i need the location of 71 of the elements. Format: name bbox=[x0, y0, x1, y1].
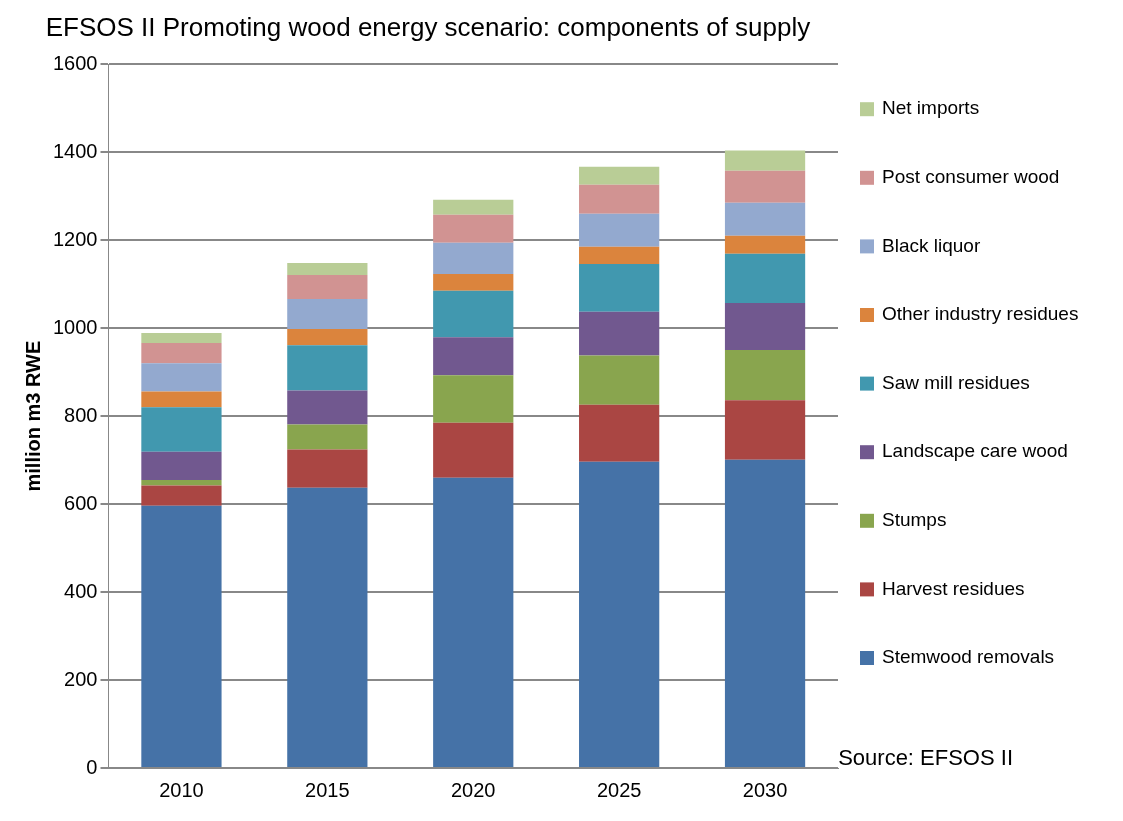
x-tick-label: 2030 bbox=[742, 778, 788, 801]
bar bbox=[433, 290, 514, 338]
bar bbox=[724, 400, 806, 460]
bar bbox=[433, 337, 514, 376]
bar bbox=[724, 459, 806, 767]
bar bbox=[287, 263, 368, 275]
y-tick-label: 800 bbox=[64, 403, 98, 426]
bar bbox=[724, 170, 806, 203]
bar bbox=[724, 150, 806, 171]
legend-label: Landscape care wood bbox=[882, 440, 1068, 462]
y-tick-label: 600 bbox=[64, 491, 98, 514]
bar bbox=[287, 345, 368, 391]
bar bbox=[141, 505, 222, 767]
bar bbox=[287, 329, 368, 346]
x-tick-label: 2015 bbox=[305, 778, 350, 801]
bar bbox=[724, 350, 806, 401]
bar bbox=[579, 355, 660, 405]
bar bbox=[579, 246, 660, 264]
bar bbox=[141, 451, 222, 480]
y-tick-label: 400 bbox=[64, 579, 98, 602]
bar bbox=[141, 363, 222, 392]
bar bbox=[579, 461, 660, 767]
x-tick-label: 2025 bbox=[596, 778, 642, 801]
bar bbox=[141, 332, 222, 344]
y-tick-label: 200 bbox=[64, 667, 98, 690]
bar bbox=[433, 274, 514, 291]
bar bbox=[287, 390, 368, 425]
bar bbox=[141, 479, 222, 486]
y-tick-label: 1400 bbox=[52, 139, 98, 162]
bar bbox=[433, 214, 514, 243]
bar bbox=[579, 213, 660, 247]
bar bbox=[141, 391, 222, 408]
bar bbox=[724, 235, 806, 254]
legend-label: Stumps bbox=[882, 509, 947, 531]
bar bbox=[724, 202, 806, 236]
x-tick-label: 2020 bbox=[451, 778, 496, 801]
bar bbox=[579, 166, 660, 185]
bar bbox=[724, 303, 806, 351]
y-tick-label: 0 bbox=[86, 755, 98, 778]
y-tick-label: 1600 bbox=[52, 51, 98, 74]
legend-label: Other industry residues bbox=[882, 303, 1079, 325]
legend-label: Post consumer wood bbox=[882, 166, 1060, 188]
bar bbox=[287, 299, 368, 330]
legend-label: Black liquor bbox=[882, 234, 981, 256]
x-tick-label: 2010 bbox=[159, 778, 204, 801]
bar bbox=[141, 485, 222, 506]
bar bbox=[141, 343, 222, 364]
y-tick-label: 1200 bbox=[52, 227, 98, 250]
bar bbox=[724, 253, 806, 304]
bar bbox=[579, 184, 660, 214]
bar bbox=[433, 375, 514, 423]
legend-label: Harvest residues bbox=[882, 577, 1025, 599]
bar bbox=[579, 311, 660, 356]
legend-label: Net imports bbox=[882, 97, 980, 119]
bar bbox=[287, 487, 368, 767]
bar bbox=[579, 263, 660, 312]
bar bbox=[433, 242, 514, 275]
chart-title: EFSOS II Promoting wood energy scenario: components of supply bbox=[45, 11, 811, 42]
legend-label: Saw mill residues bbox=[882, 371, 1030, 393]
source-note: Source: EFSOS II bbox=[838, 745, 1013, 771]
bar bbox=[287, 274, 368, 300]
bar bbox=[433, 422, 514, 478]
bar bbox=[433, 477, 514, 767]
y-axis-title: million m3 RWE bbox=[21, 340, 44, 492]
y-tick-label: 1000 bbox=[52, 315, 98, 338]
bar bbox=[433, 199, 514, 215]
bar bbox=[287, 449, 368, 488]
bar bbox=[141, 407, 222, 452]
bar bbox=[579, 404, 660, 462]
legend-label: Stemwood removals bbox=[882, 646, 1055, 668]
bar bbox=[287, 424, 368, 450]
